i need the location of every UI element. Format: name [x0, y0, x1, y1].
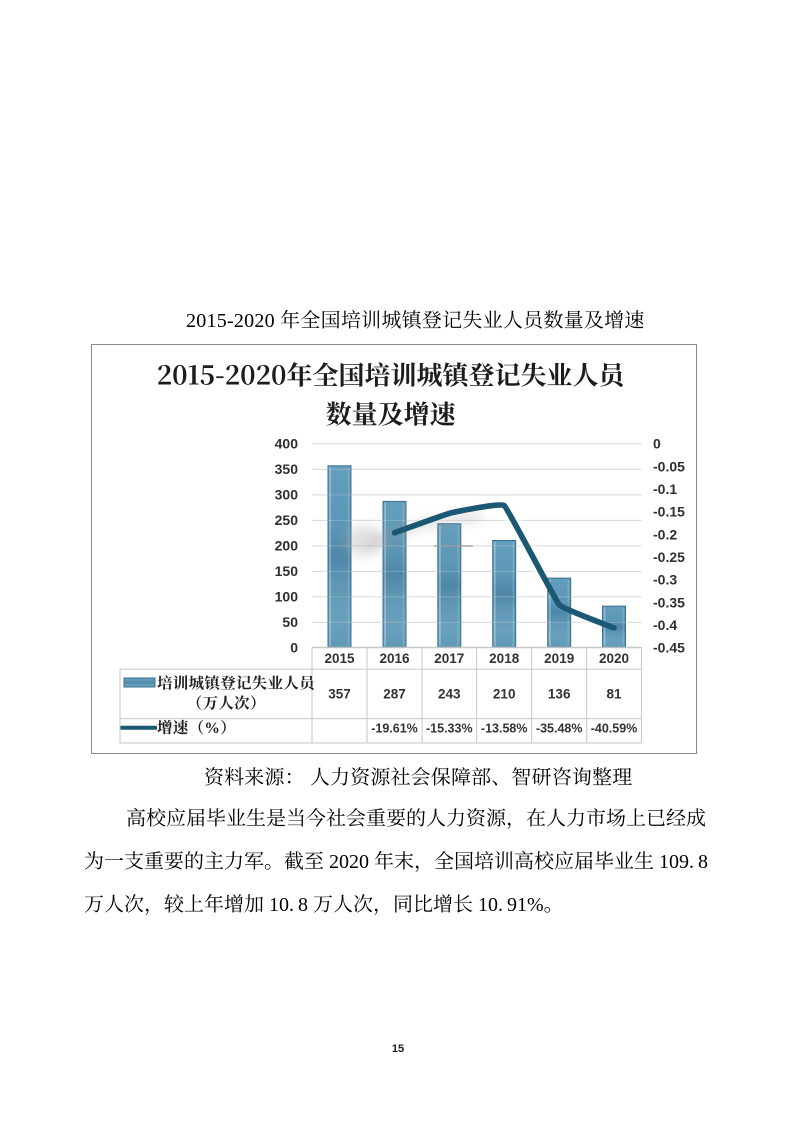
- svg-text:-0.15: -0.15: [653, 504, 685, 520]
- svg-text:0: 0: [290, 640, 298, 656]
- svg-text:-15.33%: -15.33%: [426, 722, 473, 736]
- svg-text:2018: 2018: [489, 651, 520, 666]
- svg-text:-0.1: -0.1: [653, 481, 677, 497]
- svg-text:243: 243: [438, 687, 461, 702]
- svg-text:-0.4: -0.4: [653, 617, 677, 633]
- svg-text:-0.05: -0.05: [653, 458, 685, 474]
- svg-text:100: 100: [275, 589, 299, 605]
- svg-text:2020: 2020: [599, 651, 629, 666]
- svg-text:2015: 2015: [324, 651, 355, 666]
- svg-text:培训城镇登记失业人员: 培训城镇登记失业人员: [157, 675, 315, 693]
- svg-text:-0.35: -0.35: [653, 594, 685, 610]
- svg-text:200: 200: [275, 538, 299, 554]
- svg-text:2015-2020年全国培训城镇登记失业人员: 2015-2020年全国培训城镇登记失业人员: [157, 356, 625, 393]
- svg-text:150: 150: [275, 563, 299, 579]
- svg-text:增速（%）: 增速（%）: [157, 719, 236, 737]
- svg-text:350: 350: [275, 461, 299, 477]
- svg-text:287: 287: [383, 687, 406, 702]
- svg-text:-0.45: -0.45: [653, 640, 685, 656]
- svg-text:357: 357: [328, 687, 351, 702]
- svg-text:-13.58%: -13.58%: [481, 722, 528, 736]
- svg-text:-0.2: -0.2: [653, 526, 677, 542]
- svg-text:-35.48%: -35.48%: [536, 722, 583, 736]
- svg-text:2019: 2019: [544, 651, 574, 666]
- svg-text:数量及增速: 数量及增速: [326, 401, 456, 430]
- svg-text:136: 136: [548, 687, 571, 702]
- svg-text:-19.61%: -19.61%: [371, 722, 418, 736]
- svg-text:-40.59%: -40.59%: [591, 722, 638, 736]
- svg-text:81: 81: [606, 687, 622, 702]
- svg-text:250: 250: [275, 512, 299, 528]
- svg-text:300: 300: [275, 487, 299, 503]
- svg-text:2016: 2016: [379, 651, 410, 666]
- svg-text:400: 400: [275, 436, 299, 452]
- svg-text:0: 0: [653, 436, 661, 452]
- svg-text:210: 210: [493, 687, 516, 702]
- svg-text:（万人次）: （万人次）: [187, 694, 266, 712]
- svg-text:-0.25: -0.25: [653, 549, 685, 565]
- svg-text:50: 50: [282, 614, 298, 630]
- svg-text:-0.3: -0.3: [653, 572, 677, 588]
- svg-text:2017: 2017: [434, 651, 464, 666]
